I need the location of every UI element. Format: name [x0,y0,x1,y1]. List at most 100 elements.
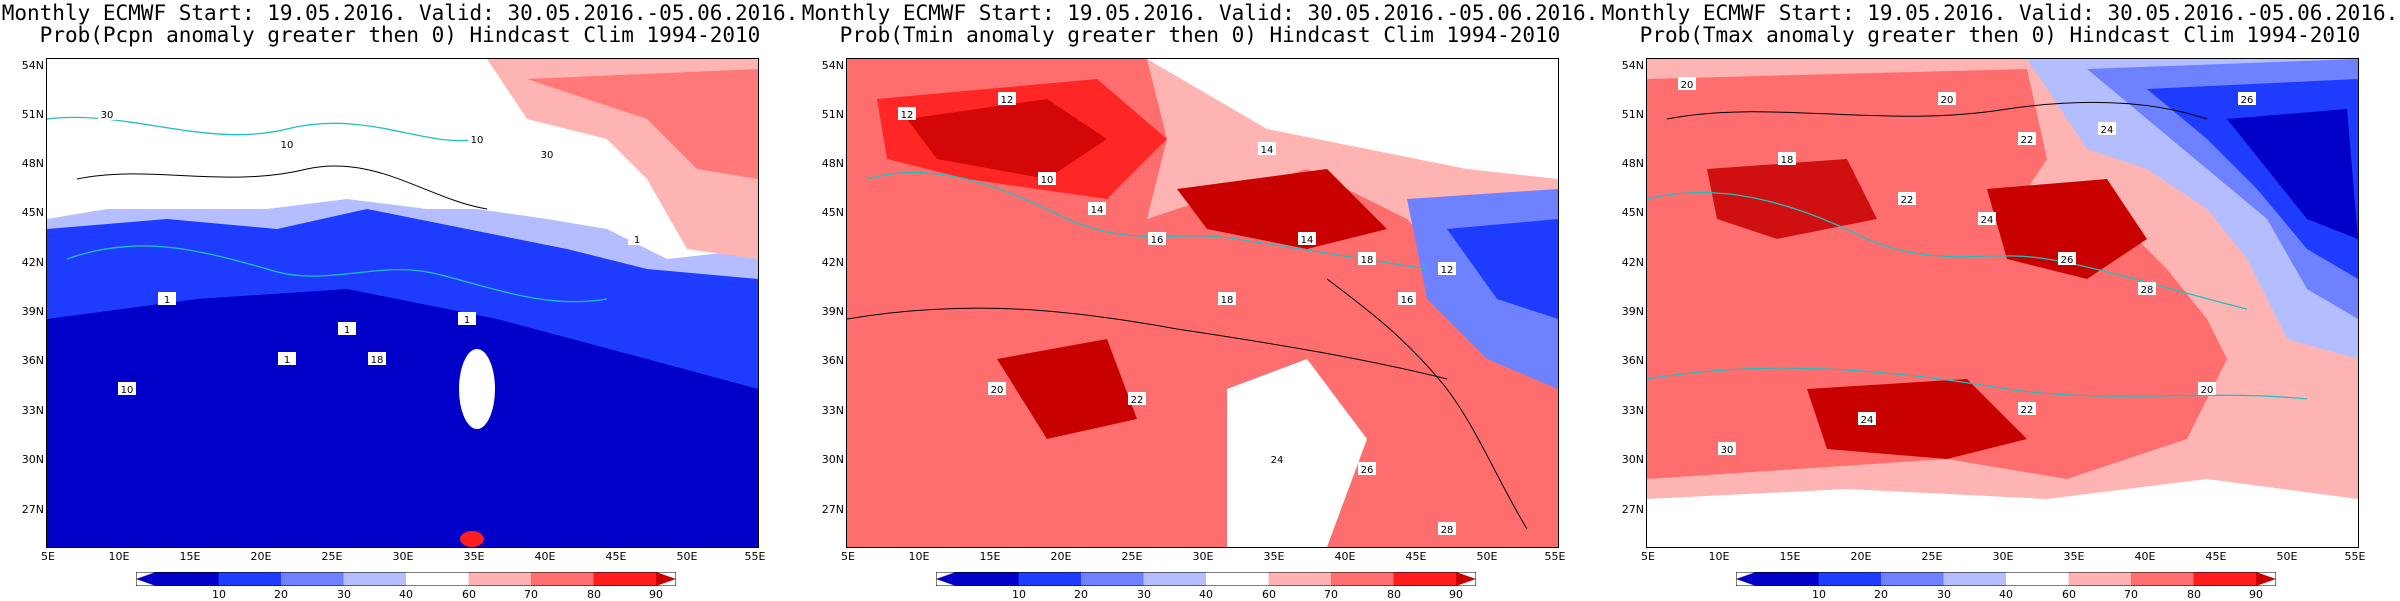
svg-text:12: 12 [1001,95,1014,106]
panel-title-line1: Monthly ECMWF Start: 19.05.2016. Valid: … [1,1,799,25]
svg-text:22: 22 [1131,395,1144,406]
svg-text:26: 26 [2061,255,2074,266]
svg-text:1: 1 [164,295,170,306]
svg-text:22: 22 [2021,135,2034,146]
contour-label: 20 [1938,92,1956,106]
contour-label: 22 [2018,402,2036,416]
svg-text:30: 30 [541,150,554,161]
svg-text:1: 1 [464,315,470,326]
svg-text:24: 24 [1271,455,1284,466]
map-field: 20 20 22 24 26 18 22 24 26 28 30 24 22 20 [1647,59,2358,547]
lat-label: 51N [821,108,844,121]
contour-label: 14 [1298,232,1316,246]
panel-title-line1: Monthly ECMWF Start: 19.05.2016. Valid: … [801,1,1599,25]
contour-label: 22 [2018,132,2036,146]
contour-label: 10 [1038,172,1056,186]
lon-label: 15E [1779,550,1801,563]
svg-text:18: 18 [1361,255,1374,266]
svg-text:28: 28 [1441,525,1454,536]
contour-label: 20 [1678,77,1696,91]
contour-label: 12 [898,107,916,121]
colorbar-tick: 30 [1937,588,1951,601]
lon-label: 40E [534,550,556,563]
contour-label: 16 [1148,232,1166,246]
panel-pcpn: Monthly ECMWF Start: 19.05.2016. Valid: … [0,0,800,601]
lon-label: 25E [1921,550,1943,563]
colorbar [136,572,676,586]
contour-label: 24 [1978,212,1996,226]
svg-text:30: 30 [1721,445,1734,456]
lon-label: 20E [250,550,272,563]
lon-label: 50E [676,550,698,563]
lat-label: 30N [821,453,844,466]
contour-label: 14 [1088,202,1106,216]
lat-label: 39N [21,305,44,318]
svg-text:1: 1 [634,235,640,246]
colorbar [936,572,1476,586]
contour-label: 20 [2198,382,2216,396]
lat-label: 51N [21,108,44,121]
contour-label: 24 [1268,452,1286,466]
lon-label: 45E [1405,550,1427,563]
lat-label: 39N [821,305,844,318]
colorbar-tick: 40 [1199,588,1213,601]
lat-label: 30N [21,453,44,466]
lat-label: 27N [21,503,44,516]
lat-label: 42N [1621,256,1644,269]
contour-label: 26 [2058,252,2076,266]
contour-label: 16 [1398,292,1416,306]
svg-text:10: 10 [1041,175,1054,186]
svg-text:22: 22 [2021,405,2034,416]
svg-text:1: 1 [284,355,290,366]
lon-label: 35E [2063,550,2085,563]
lon-label: 15E [179,550,201,563]
colorbar-tick: 20 [274,588,288,601]
colorbar-tick: 40 [1999,588,2013,601]
svg-text:12: 12 [901,110,914,121]
lon-label: 20E [1050,550,1072,563]
svg-text:22: 22 [1901,195,1914,206]
colorbar-tick: 60 [1262,588,1276,601]
svg-text:24: 24 [1981,215,1994,226]
svg-text:28: 28 [2141,285,2154,296]
svg-text:18: 18 [371,355,384,366]
contour-label: 26 [2238,92,2256,106]
contour-label: 12 [998,92,1016,106]
lon-label: 15E [979,550,1001,563]
contour-label: 18 [1778,152,1796,166]
contour-label: 30 [98,107,116,121]
colorbar-tick: 10 [1012,588,1026,601]
lon-label: 10E [908,550,930,563]
lon-label: 5E [1641,550,1655,563]
lat-label: 45N [1621,206,1644,219]
contour-label: 30 [538,147,556,161]
lon-label: 30E [1992,550,2014,563]
lat-label: 51N [1621,108,1644,121]
lon-label: 35E [1263,550,1285,563]
contour-label: 24 [1858,412,1876,426]
panel-title-line2: Prob(Pcpn anomaly greater then 0) Hindca… [39,23,761,47]
svg-text:30: 30 [101,110,114,121]
colorbar-tick: 90 [649,588,663,601]
contour-label: 10 [468,132,486,146]
contour-label: 1 [278,352,296,366]
contour-label: 22 [1128,392,1146,406]
svg-text:18: 18 [1781,155,1794,166]
colorbar-tick: 90 [1449,588,1463,601]
lon-label: 5E [41,550,55,563]
svg-text:20: 20 [2201,385,2214,396]
probability-map: 12 12 10 14 16 14 18 12 20 22 18 24 26 28 16 14 [846,58,1559,548]
panel-tmin: Monthly ECMWF Start: 19.05.2016. Valid: … [800,0,1600,601]
svg-text:20: 20 [1941,95,1954,106]
contour-label: 1 [158,292,176,306]
lon-label: 50E [2276,550,2298,563]
lat-label: 36N [1621,354,1644,367]
colorbar-tick: 30 [337,588,351,601]
svg-text:14: 14 [1091,205,1104,216]
svg-text:24: 24 [2101,125,2114,136]
lat-label: 33N [1621,404,1644,417]
contour-label: 1 [628,232,646,246]
lat-label: 30N [1621,453,1644,466]
colorbar-tick: 80 [587,588,601,601]
colorbar [1736,572,2276,586]
